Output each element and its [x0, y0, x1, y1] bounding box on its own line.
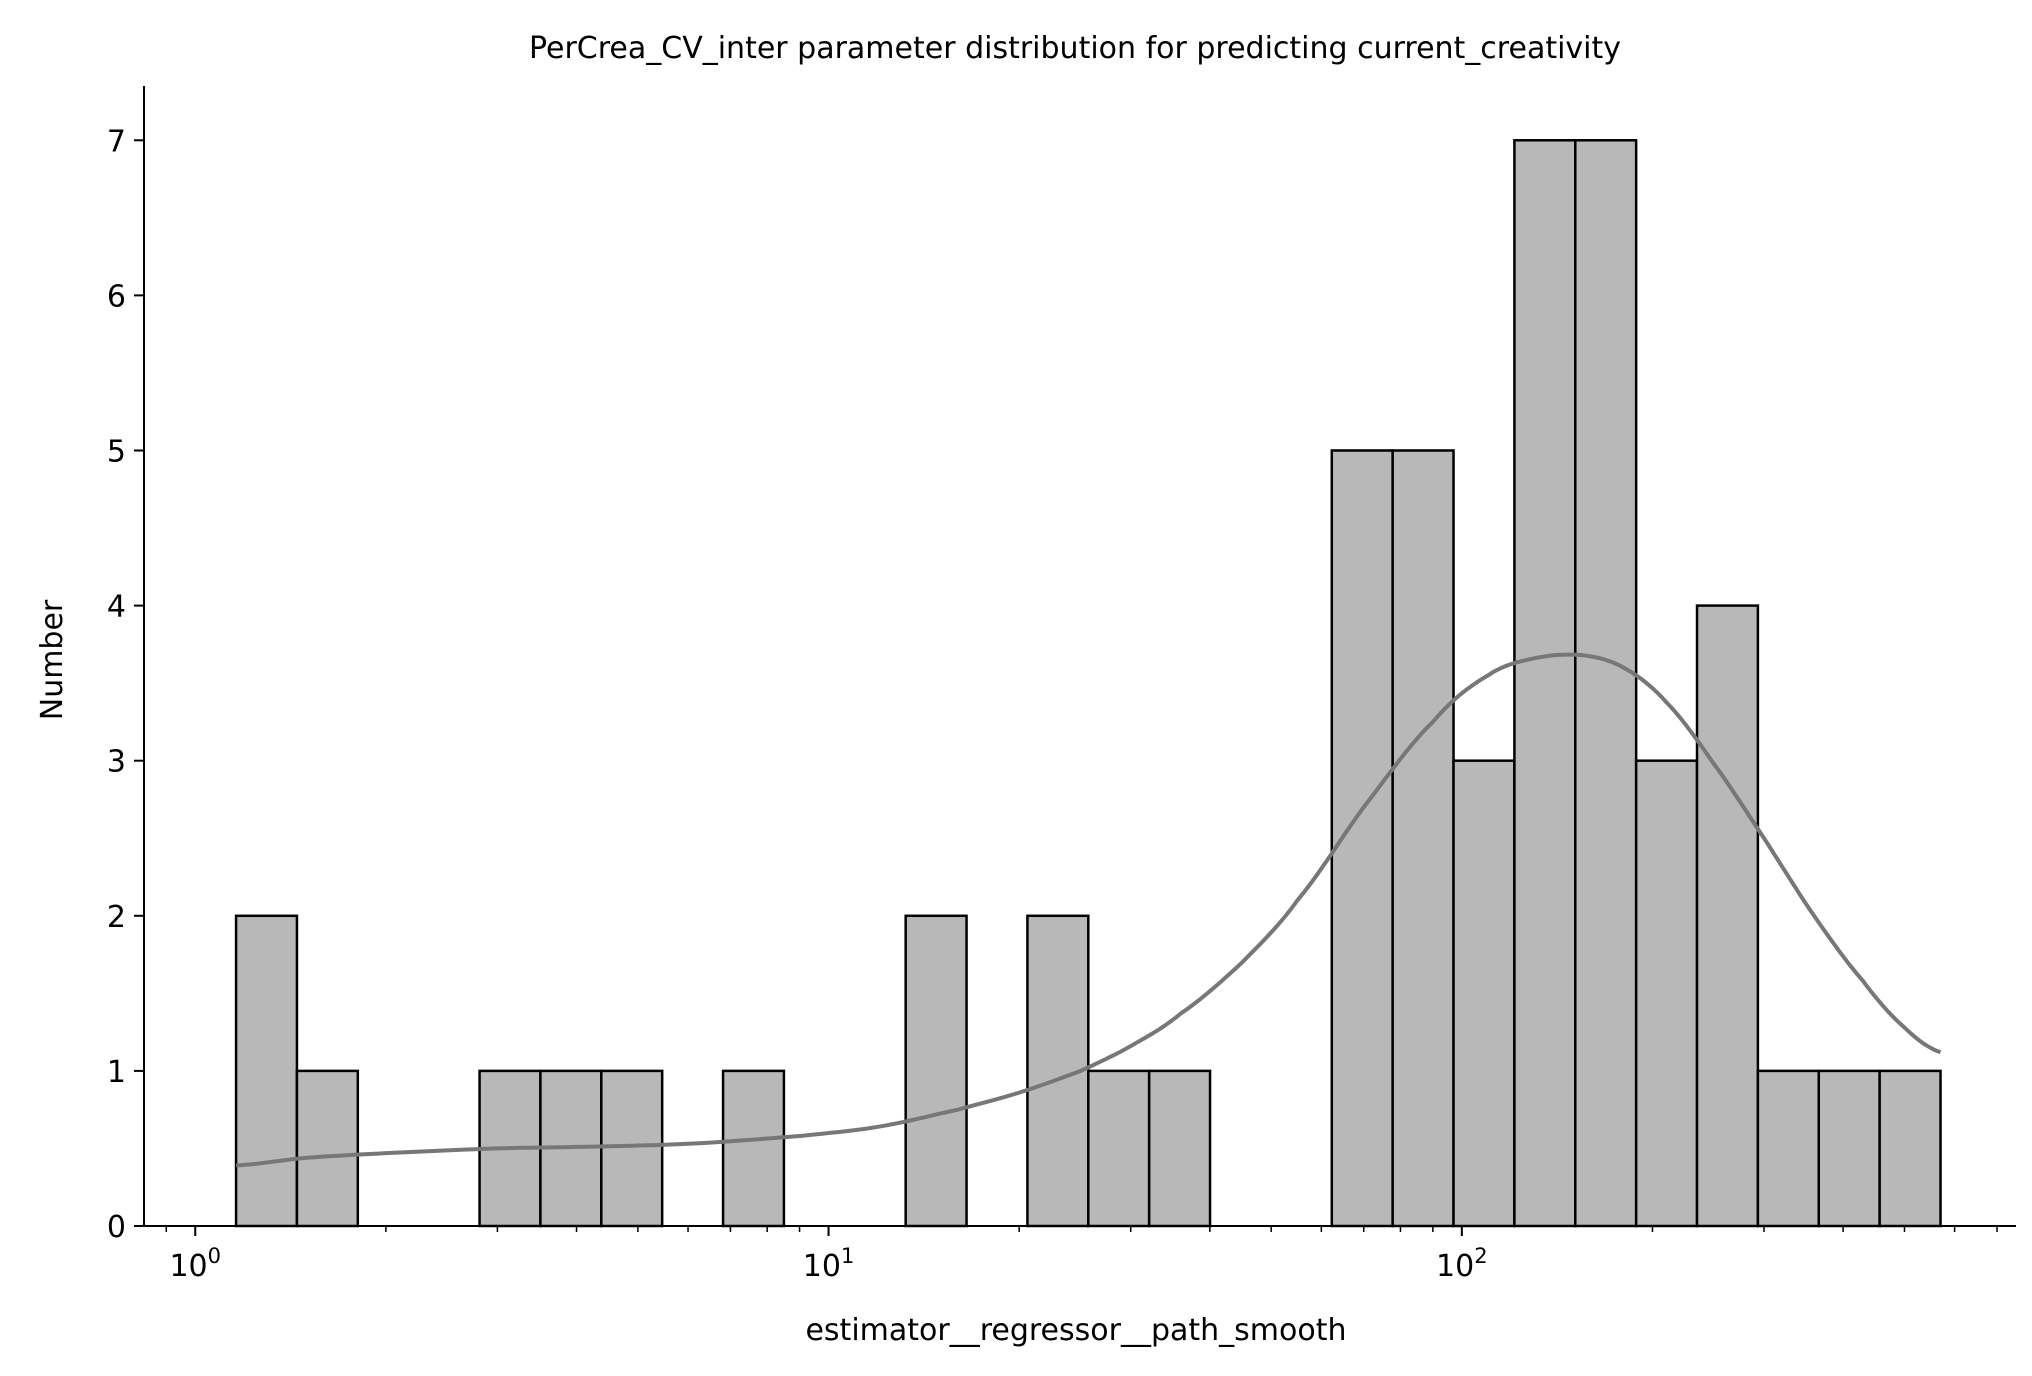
y-tick-label: 4: [107, 590, 126, 625]
chart-title: PerCrea_CV_inter parameter distribution …: [529, 31, 1621, 66]
y-axis-ticks: 0 1 2 3 4 5 6 7: [107, 124, 144, 1245]
histogram-bar: [1574, 139, 1638, 1228]
x-axis-ticks: 100 101 102: [165, 1226, 1998, 1284]
histogram-bar: [1391, 449, 1455, 1228]
y-tick-label: 3: [107, 745, 126, 780]
y-tick-label: 6: [107, 279, 126, 314]
histogram-bar: [1147, 1069, 1212, 1228]
histogram-bar: [1878, 1069, 1942, 1228]
histogram-bar: [1087, 1069, 1151, 1228]
histogram-bar: [1452, 759, 1516, 1228]
y-tick-label: 2: [107, 900, 126, 935]
x-tick-label: 100: [169, 1244, 221, 1284]
histogram-bar: [1513, 139, 1577, 1228]
histogram-bar: [904, 914, 968, 1228]
histogram-bar: [721, 1069, 786, 1228]
histogram-bar: [1756, 1069, 1821, 1228]
y-tick-label: 0: [107, 1210, 126, 1245]
histogram-bar: [1634, 759, 1699, 1228]
y-axis-label: Number: [35, 599, 70, 720]
histogram-bar: [295, 1069, 360, 1228]
y-tick-label: 7: [107, 124, 126, 159]
histogram-bar: [1817, 1069, 1881, 1228]
histogram-bar: [600, 1069, 664, 1228]
kde-curve: [235, 652, 1942, 1168]
y-tick-label: 5: [107, 434, 126, 469]
histogram-bar: [234, 914, 299, 1228]
histogram-bars: [234, 139, 1942, 1228]
x-axis-label: estimator__regressor__path_smooth: [805, 1313, 1346, 1348]
x-tick-label: 101: [803, 1244, 855, 1284]
histogram-bar: [1695, 604, 1760, 1228]
y-tick-label: 1: [107, 1055, 126, 1090]
x-tick-label: 102: [1436, 1244, 1488, 1284]
